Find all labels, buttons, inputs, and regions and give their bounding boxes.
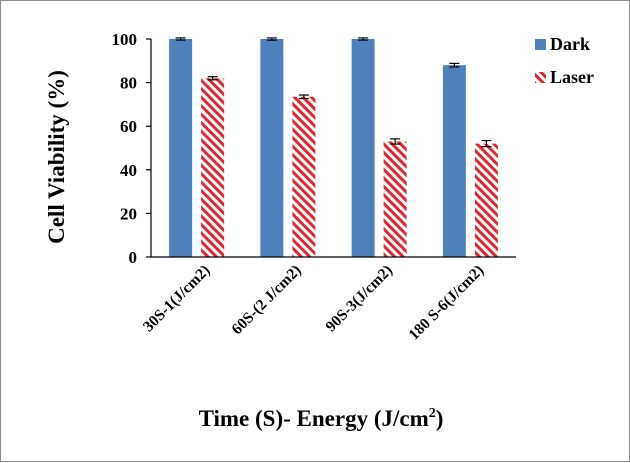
- y-tick-label: 0: [129, 248, 138, 267]
- x-axis-title-main: Time (S)- Energy (J/cm: [199, 406, 429, 431]
- bar-laser: [383, 141, 407, 257]
- legend-swatch-dark: [535, 39, 546, 50]
- y-ticks: 0 20 40 60 80 100: [112, 30, 151, 267]
- x-category-label: 60S-(2 J/cm2): [228, 262, 304, 338]
- bar-dark: [169, 39, 193, 257]
- x-axis-title-end: ): [436, 406, 444, 431]
- bar-dark: [442, 65, 466, 257]
- y-tick-label: 40: [120, 161, 137, 180]
- legend-label-laser: Laser: [550, 67, 594, 87]
- x-category-label: 180 S-6(J/cm2): [405, 262, 487, 344]
- y-tick-label: 20: [120, 204, 137, 223]
- x-category-labels: 30S-1(J/cm2) 60S-(2 J/cm2) 90S-3(J/cm2) 180…: [140, 262, 487, 344]
- y-tick-label: 60: [120, 117, 137, 136]
- y-tick-label: 100: [112, 30, 138, 49]
- bar-dark: [351, 39, 375, 257]
- legend-label-dark: Dark: [550, 34, 590, 54]
- bars-layer: [169, 39, 498, 258]
- x-axis-title-superscript: 2: [429, 406, 436, 421]
- x-axis-title: Time (S)- Energy (J/cm2): [199, 406, 444, 431]
- x-category-label: 30S-1(J/cm2): [140, 262, 214, 336]
- y-tick-label: 80: [120, 74, 137, 93]
- bar-dark: [260, 39, 284, 257]
- legend-swatch-laser: [535, 72, 546, 83]
- legend: Dark Laser: [535, 34, 594, 87]
- error-bars-layer: [175, 37, 492, 148]
- bar-laser: [474, 143, 498, 257]
- bar-laser: [292, 96, 316, 258]
- x-category-label: 90S-3(J/cm2): [322, 262, 396, 336]
- bar-laser: [201, 78, 225, 258]
- y-axis-title: Cell Viability (%): [44, 70, 69, 244]
